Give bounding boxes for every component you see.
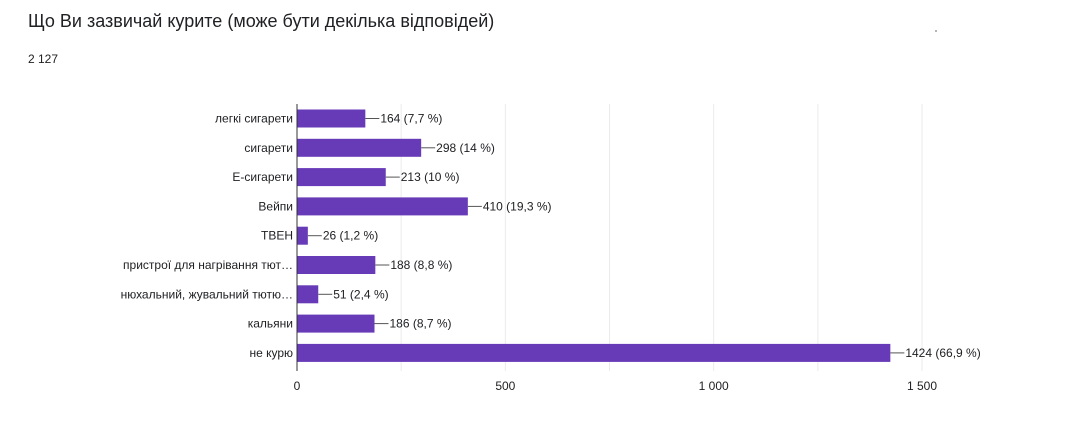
data-label: 1424 (66,9 %) [905, 346, 980, 360]
bar[interactable] [297, 343, 891, 362]
data-label: 51 (2,4 %) [333, 287, 388, 301]
menu-dot-icon [935, 30, 937, 32]
bar[interactable] [297, 168, 386, 187]
bar[interactable] [297, 256, 376, 274]
category-label: кальяни [248, 317, 293, 331]
data-label: 298 (14 %) [436, 141, 495, 155]
data-label: 410 (19,3 %) [483, 199, 552, 213]
bar[interactable] [297, 197, 468, 216]
bar[interactable] [297, 314, 375, 333]
x-tick-label: 1 000 [699, 379, 729, 393]
x-tick-label: 500 [495, 379, 515, 393]
x-tick-labels: 0 500 1 000 1 500 [294, 379, 938, 393]
x-tick-label: 0 [294, 379, 301, 393]
data-label: 186 (8,7 %) [390, 317, 452, 331]
data-label: 164 (7,7 %) [380, 112, 442, 126]
category-label: пристрої для нагрівання тют… [123, 258, 293, 272]
data-label: 213 (10 %) [401, 170, 460, 184]
category-label: нюхальний, жувальний тютю… [121, 287, 293, 301]
category-label: не курю [249, 346, 293, 360]
category-label: ТВЕН [261, 229, 293, 243]
category-label: сигарети [244, 141, 293, 155]
bar[interactable] [297, 138, 422, 157]
chart-title: Що Ви зазвичай курите (може бути декільк… [28, 11, 495, 31]
x-tick-label: 1 500 [907, 379, 937, 393]
bars [297, 109, 891, 362]
bar[interactable] [297, 285, 319, 304]
response-count: 2 127 [28, 52, 59, 66]
category-label: Вейпи [258, 199, 293, 213]
bar[interactable] [297, 226, 308, 245]
category-label: легкі сигарети [215, 112, 293, 126]
category-labels: легкі сигарети сигарети Е-сигарети Вейпи ТВЕ… [121, 112, 293, 360]
category-label: Е-сигарети [232, 170, 293, 184]
data-label: 26 (1,2 %) [323, 229, 378, 243]
data-label: 188 (8,8 %) [390, 258, 452, 272]
bar[interactable] [297, 109, 366, 128]
data-labels: 164 (7,7 %) 298 (14 %) 213 (10 %) 410 (19,3… [307, 112, 981, 360]
